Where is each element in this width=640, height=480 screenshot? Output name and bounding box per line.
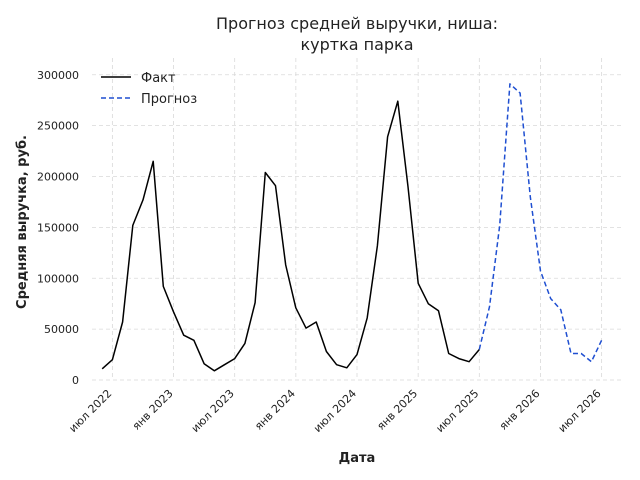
chart-title-line-1: Прогноз средней выручки, ниша: bbox=[216, 14, 498, 33]
chart-title-line-2: куртка парка bbox=[300, 35, 413, 54]
x-tick-label: янв 2024 bbox=[252, 387, 298, 433]
series-line-forecast bbox=[478, 83, 603, 363]
y-tick-label: 0 bbox=[72, 374, 79, 387]
y-tick-label: 100000 bbox=[37, 272, 79, 285]
legend-label: Факт bbox=[141, 71, 176, 86]
y-tick-label: 300000 bbox=[37, 69, 79, 82]
x-tick-label: июл 2024 bbox=[311, 387, 359, 435]
y-tick-label: 250000 bbox=[37, 120, 79, 133]
series-line-fact bbox=[101, 100, 480, 372]
x-axis-label: Дата bbox=[339, 451, 376, 466]
y-axis-ticks: 0 50000 100000 150000 200000 250000 300000 bbox=[37, 69, 79, 387]
y-tick-label: 150000 bbox=[37, 221, 79, 234]
x-tick-label: июл 2023 bbox=[189, 387, 237, 435]
grid bbox=[92, 58, 622, 381]
x-tick-label: июл 2022 bbox=[66, 387, 114, 435]
x-axis-ticks: июл 2022 янв 2023 июл 2023 янв 2024 июл 2024… bbox=[66, 387, 603, 435]
legend: Факт Прогноз bbox=[101, 71, 197, 107]
series-layer bbox=[101, 83, 603, 372]
y-tick-label: 200000 bbox=[37, 171, 79, 184]
legend-label: Прогноз bbox=[141, 92, 197, 107]
x-tick-label: июл 2026 bbox=[556, 387, 604, 435]
y-axis-label: Средняя выручка, руб. bbox=[15, 135, 30, 309]
y-tick-label: 50000 bbox=[44, 323, 79, 336]
x-tick-label: янв 2023 bbox=[130, 387, 176, 433]
x-tick-label: янв 2026 bbox=[497, 387, 543, 433]
x-tick-label: июл 2025 bbox=[433, 387, 481, 435]
x-tick-label: янв 2025 bbox=[374, 387, 420, 433]
